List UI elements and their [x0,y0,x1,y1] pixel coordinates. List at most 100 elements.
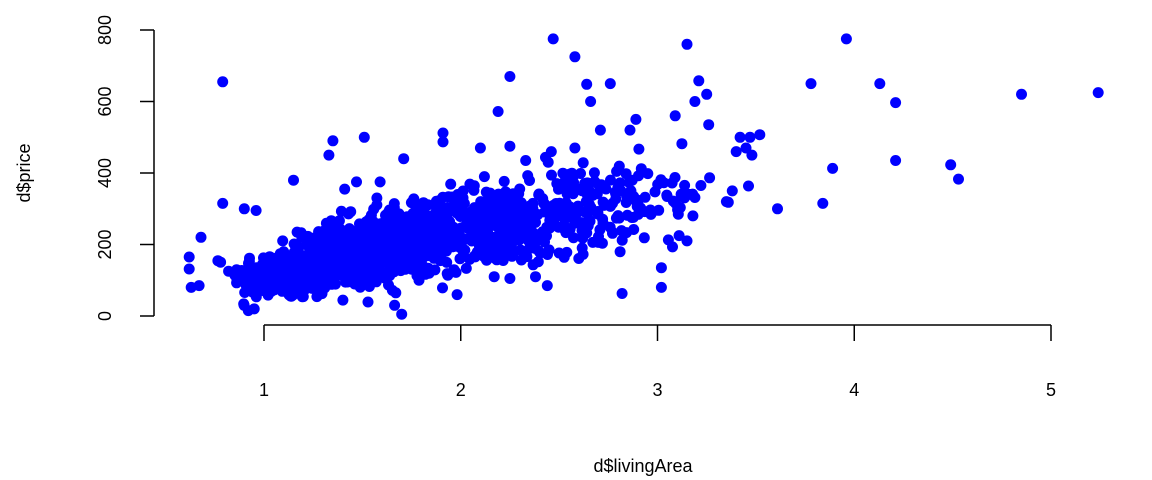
x-axis: 1 2 3 4 5 [259,324,1056,400]
data-point [581,189,593,201]
data-point [610,188,622,200]
data-point [611,165,623,177]
data-point [464,178,476,190]
data-point [553,247,565,259]
data-point [457,245,469,257]
data-point [544,213,556,225]
data-point [398,153,410,165]
data-point [1016,88,1027,100]
data-point [308,277,320,289]
data-point [569,142,581,154]
data-point [890,97,902,109]
data-point [383,230,395,242]
data-point [653,204,665,216]
data-point [703,119,715,131]
data-point [669,172,681,183]
data-point [576,242,588,254]
data-point [584,204,596,216]
data-point [591,188,603,200]
data-point [442,242,454,254]
data-point [501,206,512,217]
data-point [746,149,758,161]
data-point [639,191,651,203]
data-point [583,213,595,225]
data-point [357,233,369,245]
x-axis-label: d$livingArea [593,456,693,476]
data-point [704,172,716,184]
data-point [248,275,260,287]
data-point [327,135,339,147]
data-point [238,203,250,215]
data-point [322,251,333,262]
data-point [183,263,195,275]
data-point [633,143,645,155]
data-point [488,271,500,283]
data-point [772,203,783,215]
data-point [320,217,332,229]
data-point [374,176,386,188]
data-point [945,159,957,171]
data-point [594,224,606,236]
data-point [223,265,235,277]
data-point [676,138,688,150]
data-point [504,140,516,152]
data-point [534,247,546,259]
data-point [953,173,964,185]
data-point [413,274,425,286]
data-point [259,253,271,265]
data-point [827,162,839,174]
data-point [491,231,502,242]
data-point [547,33,559,45]
data-point [655,281,667,293]
data-point [743,180,754,192]
data-point [661,191,673,202]
data-point [267,252,279,264]
data-point [195,231,207,243]
data-point [524,175,535,186]
data-point [501,224,513,236]
data-point [890,155,902,166]
data-point [334,223,346,235]
data-point [474,142,486,154]
data-point [242,265,254,276]
data-point [396,308,408,320]
data-point [840,33,852,45]
data-point [455,231,466,243]
data-point [491,214,503,225]
data-point [311,291,323,303]
data-point [449,197,460,209]
data-point [366,231,377,243]
data-point [541,230,552,242]
data-point [430,226,442,238]
data-point [309,232,320,244]
data-point [448,264,460,276]
data-point [452,189,464,200]
data-point [363,214,375,226]
data-point [520,155,532,166]
x-tick-label: 4 [849,380,859,400]
data-point [293,241,305,253]
data-point [456,204,468,216]
data-point [278,246,290,258]
data-point [193,280,205,292]
data-point [722,196,734,208]
data-point [288,174,299,186]
data-point [627,211,639,223]
data-point [565,185,576,196]
data-point [805,78,817,90]
data-point [384,243,396,255]
data-point [577,157,589,169]
data-point [445,178,457,190]
data-point [469,225,481,236]
data-point [215,256,227,268]
data-point [353,274,365,286]
data-point [687,210,699,222]
data-point [679,179,691,191]
data-point [545,146,557,158]
data-point [368,203,380,215]
y-tick-label: 800 [95,15,115,45]
x-tick-label: 1 [259,380,269,400]
data-point [514,227,526,239]
data-point [481,254,493,266]
data-point [480,231,492,243]
